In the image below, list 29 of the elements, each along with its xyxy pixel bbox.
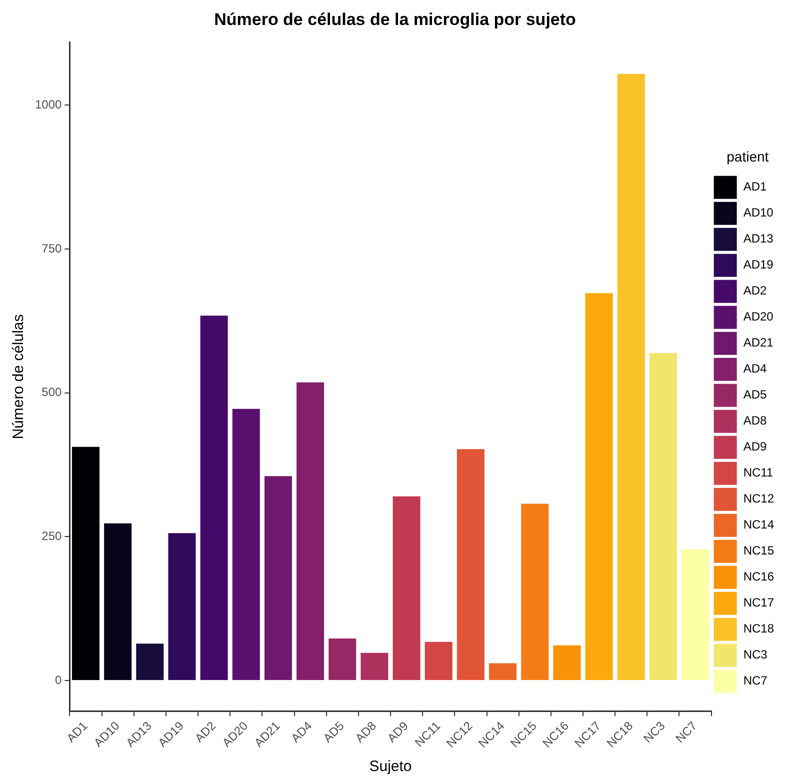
legend-label: NC12 — [743, 492, 774, 506]
y-tick-label: 750 — [42, 241, 62, 256]
legend-label: AD1 — [743, 180, 767, 194]
legend-label: AD20 — [743, 310, 774, 324]
legend-label: AD10 — [743, 206, 774, 220]
legend-label: NC17 — [743, 596, 774, 610]
legend-label: AD19 — [743, 258, 774, 272]
legend-label: NC18 — [743, 622, 774, 636]
y-tick-label: 500 — [42, 385, 62, 400]
legend-label: NC16 — [743, 570, 774, 584]
chart-title: Número de células de la microglia por sujeto — [214, 10, 576, 29]
legend-label: AD2 — [743, 284, 767, 298]
legend-label: AD8 — [743, 414, 767, 428]
legend-label: NC11 — [743, 466, 774, 480]
y-tick-label: 1000 — [34, 97, 62, 112]
legend-label: AD4 — [743, 362, 767, 376]
x-axis-title: Sujeto — [369, 758, 412, 776]
legend-label: AD13 — [743, 232, 774, 246]
y-tick-label: 250 — [42, 529, 62, 544]
y-axis-title: Número de células — [10, 314, 28, 440]
legend-label: AD5 — [743, 388, 767, 402]
legend-label: NC14 — [743, 518, 774, 532]
legend-label: NC3 — [743, 648, 768, 662]
legend-label: AD9 — [743, 440, 767, 454]
legend-label: NC15 — [743, 544, 774, 558]
legend-label: NC7 — [743, 674, 768, 688]
legend-label: AD21 — [743, 336, 774, 350]
y-tick-label: 0 — [55, 672, 62, 687]
legend-title: patient — [726, 148, 769, 164]
